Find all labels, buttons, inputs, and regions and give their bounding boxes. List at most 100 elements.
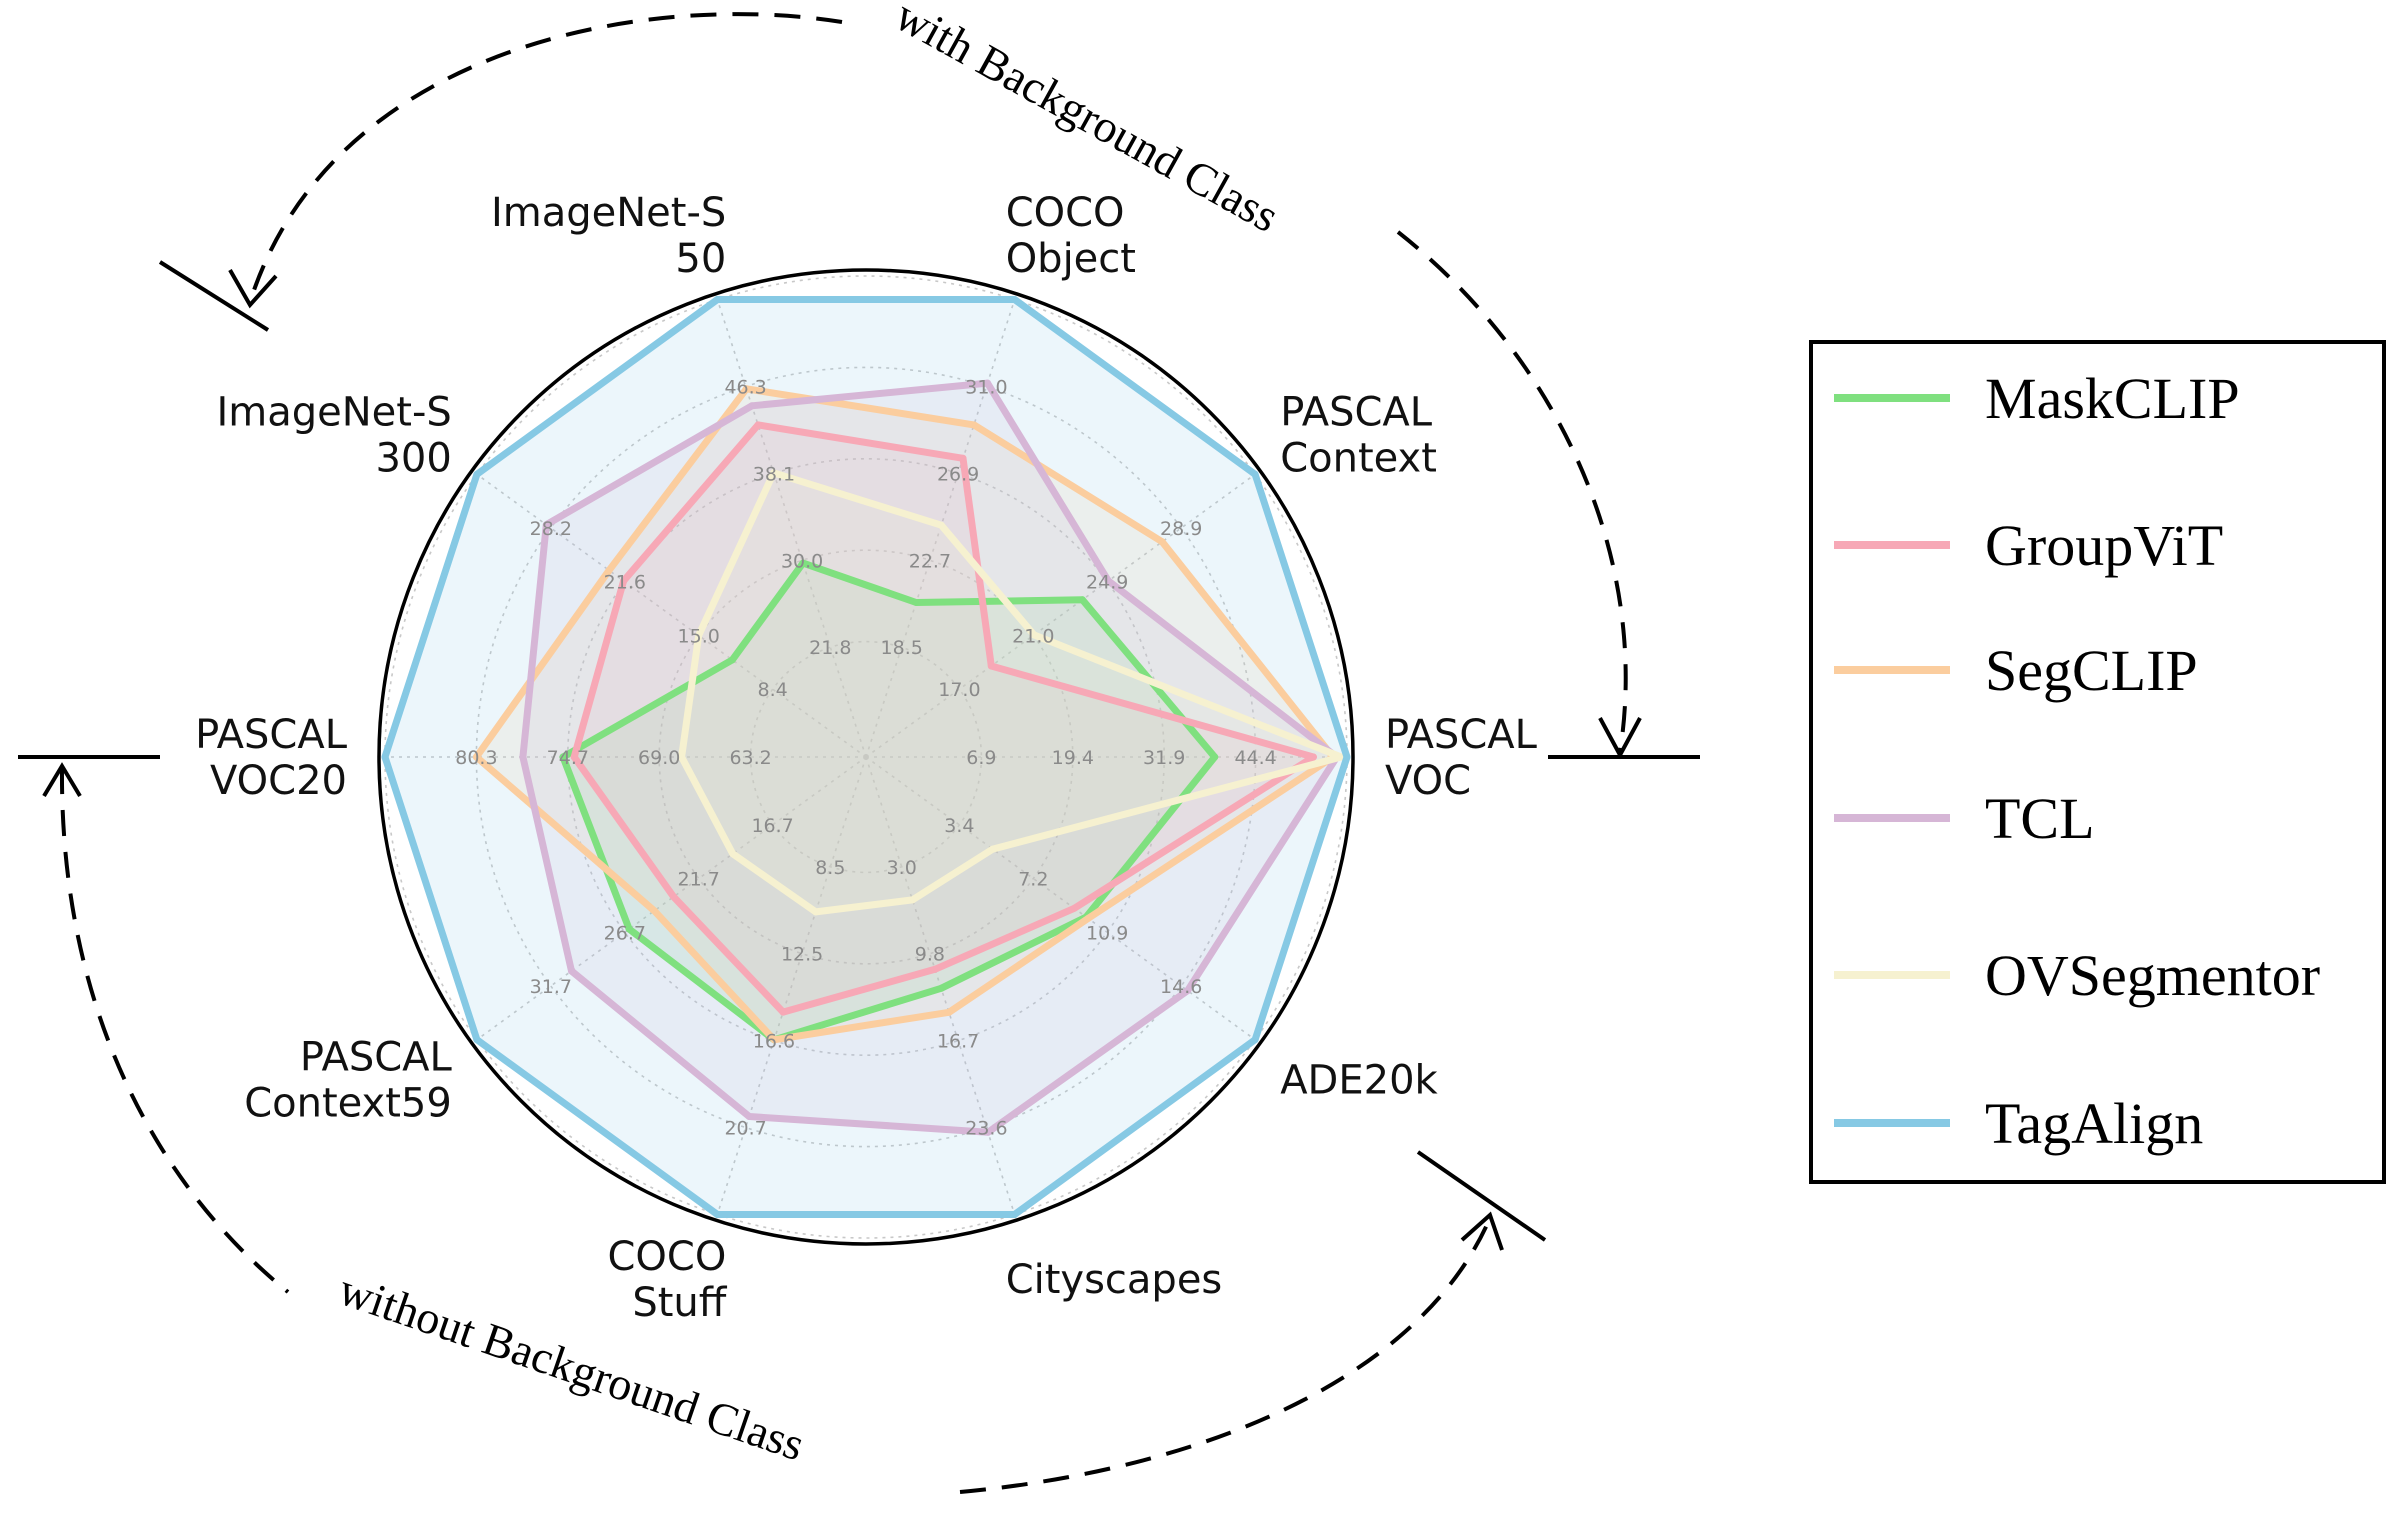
data-point-tagalign — [1343, 753, 1351, 761]
legend-label-tcl: TCL — [1985, 786, 2095, 851]
category-label-line: Context — [1280, 435, 1437, 481]
tick-label: 8.4 — [757, 679, 787, 701]
tick-label: 28.2 — [530, 518, 572, 540]
radar-frame — [377, 268, 1355, 1246]
tick-label: 63.2 — [729, 747, 771, 769]
data-point-segclip — [945, 1008, 953, 1016]
tick-label: 21.7 — [678, 869, 720, 891]
data-point-maskclip — [1211, 753, 1219, 761]
tick-label: 7.2 — [1018, 869, 1048, 891]
legend-box — [1809, 340, 2386, 1184]
legend-label-maskclip: MaskCLIP — [1985, 366, 2240, 431]
series-fill-tagalign — [385, 299, 1347, 1215]
legend-label-ovsegmentor: OVSegmentor — [1985, 943, 2320, 1008]
data-point-segclip — [650, 907, 658, 915]
data-point-groupvit — [570, 753, 578, 761]
data-point-tcl — [1104, 577, 1112, 585]
tick-label: 3.4 — [944, 815, 974, 837]
data-point-tagalign — [713, 296, 721, 303]
tick-label: 28.9 — [1160, 518, 1202, 540]
data-point-maskclip — [728, 656, 736, 664]
data-point-ovsegmentor — [812, 908, 820, 916]
tick-label: 18.5 — [881, 637, 923, 659]
tick-label: 20.7 — [724, 1118, 766, 1140]
tick-label: 74.7 — [547, 747, 589, 769]
tick-label: 26.7 — [604, 922, 646, 944]
data-point-tcl — [542, 521, 550, 529]
tick-label: 21.6 — [604, 572, 646, 594]
data-point-ovsegmentor — [770, 469, 778, 477]
data-point-segclip — [605, 566, 613, 574]
data-point-groupvit — [1309, 753, 1317, 761]
tick-label: 80.3 — [455, 747, 497, 769]
data-point-groupvit — [620, 577, 628, 585]
category-label-line: ADE20k — [1280, 1058, 1438, 1104]
tick-label: 21.0 — [1012, 625, 1054, 647]
category-label-line: ImageNet-S — [491, 190, 726, 236]
tick-label: 16.7 — [937, 1031, 979, 1053]
tick-label: 31.0 — [965, 377, 1007, 399]
grid-spoke — [471, 470, 867, 758]
data-point-segclip — [770, 1036, 778, 1044]
bottom-arc-label: without Background Class — [333, 1263, 811, 1470]
tick-label: 31.9 — [1143, 747, 1185, 769]
data-point-ovsegmentor — [695, 631, 703, 639]
data-point-tcl — [745, 1113, 753, 1120]
data-point-groupvit — [1070, 904, 1078, 912]
tick-label: 8.5 — [815, 857, 845, 879]
legend: MaskCLIP GroupViT SegCLIP TCL OVSegmentor Tag… — [1809, 340, 2386, 1184]
category-label-line: COCO — [1006, 190, 1125, 236]
top-arc-arrowhead — [228, 269, 278, 309]
data-point-tagalign — [713, 1211, 721, 1218]
tick-label: 3.0 — [887, 857, 917, 879]
data-point-groupvit — [987, 662, 995, 670]
data-point-segclip — [742, 385, 750, 393]
tick-label: 46.3 — [724, 377, 766, 399]
data-point-ovsegmentor — [729, 850, 737, 858]
tick-label: 38.1 — [753, 463, 795, 485]
tick-label: 30.0 — [781, 550, 823, 572]
grid-spoke — [865, 293, 1018, 758]
category-label-line: PASCAL — [1385, 712, 1538, 758]
category-label-line: 50 — [675, 236, 726, 282]
tick-labels: 6.9 19.4 31.9 44.4 17.0 21.0 24.9 28.9 18.5 22.7 2… — [455, 377, 1277, 1140]
data-point-segclip — [1158, 538, 1166, 546]
grid-ring — [658, 549, 1074, 965]
data-point-tcl — [1184, 987, 1192, 995]
category-label-line: PASCAL — [1280, 389, 1433, 435]
tick-label: 26.9 — [937, 463, 979, 485]
category-label-line: ImageNet-S — [216, 389, 451, 435]
top-left-tick-mark — [158, 260, 270, 332]
tick-label: 24.9 — [1086, 572, 1128, 594]
tick-label: 21.8 — [809, 637, 851, 659]
category-label-line: Cityscapes — [1006, 1257, 1223, 1303]
data-point-ovsegmentor — [937, 521, 945, 529]
data-point-groupvit — [931, 965, 939, 973]
grid-spoke — [714, 293, 867, 758]
data-point-tagalign — [1251, 1036, 1259, 1044]
data-point-groupvit — [754, 421, 762, 429]
tick-label: 22.7 — [909, 550, 951, 572]
grid-spoke — [714, 756, 867, 1221]
legend-label-groupvit: GroupViT — [1985, 513, 2223, 578]
category-labels: PASCALVOCPASCALContextCOCOObjectImageNet… — [195, 190, 1538, 1326]
grid-spoke — [471, 756, 867, 1044]
data-point-tcl — [568, 967, 575, 975]
tick-label: 19.4 — [1052, 747, 1094, 769]
data-point-maskclip — [937, 984, 945, 992]
left-arc — [59, 767, 290, 1294]
data-point-tcl — [748, 402, 756, 410]
data-point-segclip — [472, 753, 480, 761]
data-point-groupvit — [779, 1008, 787, 1016]
category-label-line: 300 — [375, 435, 451, 481]
data-point-ovsegmentor — [989, 845, 997, 853]
data-point-tcl — [984, 379, 991, 387]
data-point-tagalign — [1011, 296, 1019, 303]
data-point-maskclip — [625, 925, 633, 933]
tick-label: 14.6 — [1160, 976, 1202, 998]
